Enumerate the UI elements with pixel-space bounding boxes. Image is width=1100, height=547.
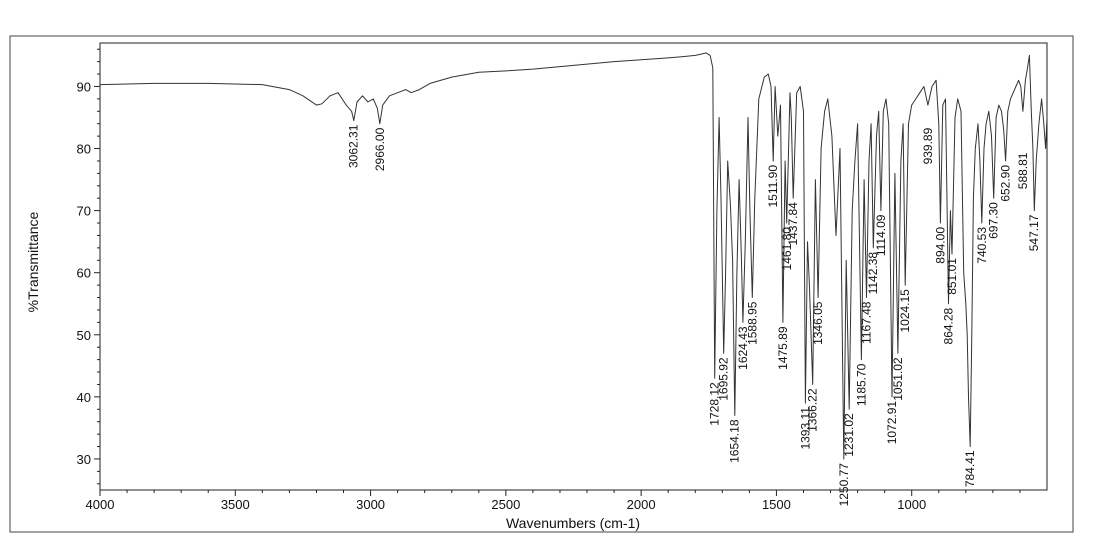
x-tick-label: 2500 (491, 497, 520, 512)
peak-label: 1588.95 (745, 301, 759, 345)
y-tick-label: 80 (77, 142, 91, 157)
x-axis-title: Wavenumbers (cm-1) (506, 515, 640, 531)
y-tick-label: 90 (77, 79, 91, 94)
x-tick-label: 1000 (897, 497, 926, 512)
x-tick-label: 3500 (221, 497, 250, 512)
y-tick-label: 70 (77, 204, 91, 219)
y-tick-label: 50 (77, 328, 91, 343)
peak-label: 588.81 (1016, 152, 1030, 189)
y-axis-title: %Transmittance (25, 211, 41, 312)
peak-label: 2966.00 (373, 127, 387, 171)
peak-label: 939.89 (921, 127, 935, 164)
peak-label: 3062.31 (347, 124, 361, 168)
peak-label: 1167.48 (859, 301, 873, 344)
outer-frame (9, 35, 1074, 533)
y-axis: 30 40 50 60 70 80 90 (77, 48, 100, 485)
peak-label: 1024.15 (898, 289, 912, 333)
peak-label: 1511.90 (766, 165, 780, 208)
plot-border (99, 42, 1048, 491)
peak-label: 1624.43 (736, 326, 750, 370)
x-tick-label: 2000 (627, 497, 656, 512)
peak-label: 1250.77 (837, 463, 851, 507)
peak-label: 1695.92 (716, 357, 730, 401)
y-tick-label: 30 (77, 452, 91, 467)
peak-label: 864.28 (941, 307, 955, 344)
peak-label: 1366.22 (806, 388, 820, 432)
peak-label: 1728.12 (708, 382, 722, 426)
peak-label: 1051.02 (891, 357, 905, 401)
peak-label: 1437.84 (786, 202, 800, 246)
peak-label: 740.53 (975, 227, 989, 264)
peak-label: 1231.02 (842, 413, 856, 457)
x-tick-label: 4000 (86, 497, 115, 512)
x-axis: 4000 3500 3000 2500 2000 1500 1000 (86, 490, 1021, 512)
peak-label: 1114.09 (874, 214, 888, 256)
peak-label: 851.01 (945, 258, 959, 295)
peak-label: 697.30 (987, 202, 1001, 239)
peak-label: 1185.70 (855, 363, 869, 406)
spectrum-line (99, 52, 1048, 460)
x-tick-label: 3000 (356, 497, 385, 512)
peak-label: 1346.05 (811, 301, 825, 345)
peak-label: 784.41 (963, 450, 977, 487)
x-tick-label: 1500 (762, 497, 791, 512)
y-tick-label: 60 (77, 266, 91, 281)
peak-label: 1654.18 (728, 419, 742, 463)
peak-label: 652.90 (999, 165, 1013, 202)
peak-label: 1072.91 (885, 401, 899, 445)
peak-label: 1142.38 (866, 252, 880, 295)
y-tick-label: 40 (77, 390, 91, 405)
plot-area (99, 42, 1048, 491)
peak-label: 1461.80 (780, 227, 794, 271)
peak-label: 894.00 (933, 227, 947, 264)
peak-label: 1475.89 (776, 326, 790, 370)
peak-label: 547.17 (1027, 214, 1041, 251)
peak-label: 1393.11 (798, 407, 812, 450)
